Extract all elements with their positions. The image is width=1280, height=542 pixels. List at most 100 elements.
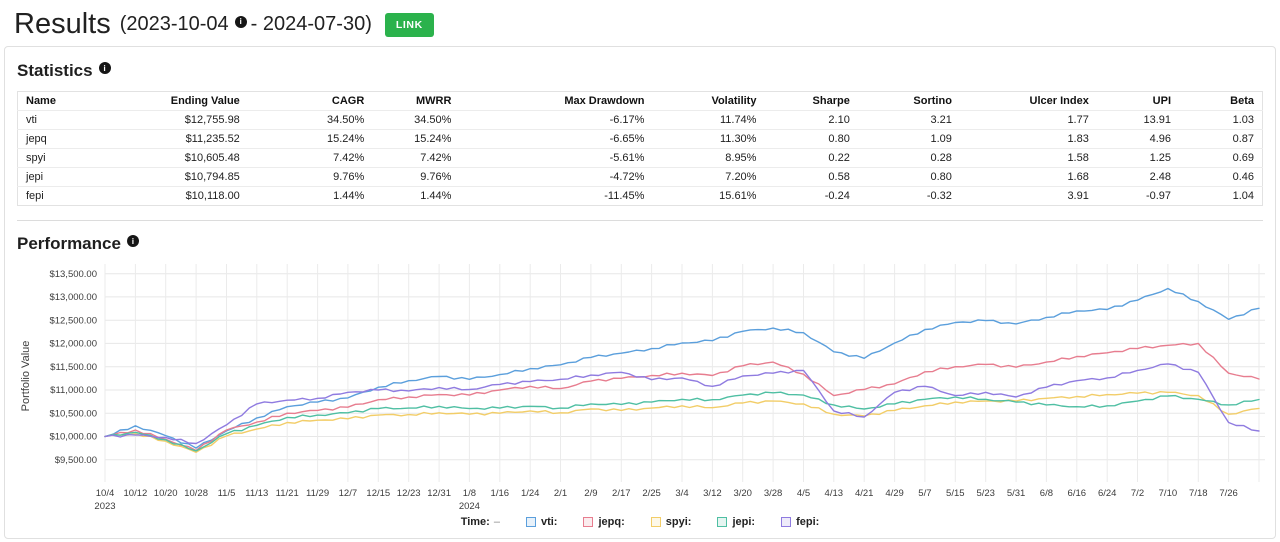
x-tick-label: 12/15	[366, 488, 390, 499]
legend-swatch	[650, 517, 661, 527]
x-tick-label: 7/26	[1219, 488, 1238, 499]
table-header-row: Name Ending Value CAGR MWRR Max Drawdown Vola…	[17, 91, 1263, 111]
statistics-title: Statistics i	[17, 61, 1263, 81]
x-tick-label: 1/16	[491, 488, 510, 499]
ticker-cell: jepi	[17, 167, 118, 187]
stat-cell: -6.65%	[459, 129, 653, 149]
table-row: vti $12,755.98 34.50% 34.50% -6.17% 11.74% 2.1…	[17, 110, 1263, 130]
legend-time-value: –	[493, 516, 500, 528]
x-tick-label: 7/10	[1159, 488, 1178, 499]
stat-cell: $11,235.52	[117, 129, 248, 149]
x-tick-label: 1/24	[521, 488, 540, 499]
y-axis-label: Portfolio Value	[20, 341, 32, 412]
stat-cell: 11.74%	[652, 110, 765, 130]
y-tick-label: $13,000.00	[49, 292, 97, 303]
column-header: CAGR	[247, 91, 373, 111]
x-tick-label: 12/31	[427, 488, 451, 499]
section-divider	[17, 220, 1263, 221]
stat-cell: 1.58	[959, 148, 1097, 168]
column-header: Name	[17, 91, 118, 111]
stat-cell: 0.69	[1179, 148, 1263, 168]
stat-cell: 9.76%	[372, 167, 460, 187]
y-tick-label: $10,500.00	[49, 408, 97, 419]
stat-cell: 7.20%	[652, 167, 765, 187]
stat-cell: -4.72%	[459, 167, 653, 187]
legend-item-jepi[interactable]: jepi:	[717, 516, 755, 528]
table-row: jepi $10,794.85 9.76% 9.76% -4.72% 7.20% 0.58 0…	[17, 167, 1263, 187]
legend-label: spyi:	[665, 516, 692, 528]
x-tick-label: 2/17	[612, 488, 631, 499]
stat-cell: 3.91	[1067, 190, 1089, 202]
date-range: (2023-10-04 i - 2024-07-30)	[120, 13, 372, 36]
legend-label: vti:	[540, 516, 558, 528]
series-line-jepq	[104, 342, 1260, 452]
x-tick-label: 10/28	[184, 488, 208, 499]
chart-svg[interactable]: $13,500.00 $13,000.00 $12,500.00 $12,000.00…	[17, 264, 1269, 514]
x-tick-label: 12/23	[397, 488, 421, 499]
stat-cell: -6.17%	[459, 110, 653, 130]
info-icon[interactable]: i	[126, 235, 139, 247]
results-card: Statistics i Name Ending Value CAGR MWRR Max …	[4, 46, 1276, 539]
series-line-vti	[104, 287, 1260, 449]
legend-time: Time: –	[461, 516, 500, 528]
page-title: Results (2023-10-04 i - 2024-07-30) LINK	[14, 8, 434, 41]
x-tick-label: 2/1	[554, 488, 567, 499]
legend-item-jepq[interactable]: jepq:	[583, 516, 625, 528]
legend-time-label: Time:	[460, 516, 490, 528]
legend-swatch	[583, 517, 594, 527]
column-header: Volatility	[652, 91, 765, 111]
stat-cell: 0.58	[764, 167, 858, 187]
performance-chart[interactable]: $13,500.00 $13,000.00 $12,500.00 $12,000.00…	[17, 264, 1265, 514]
stat-cell: 7.42%	[247, 148, 373, 168]
statistics-section: Statistics i Name Ending Value CAGR MWRR Max …	[17, 61, 1263, 206]
ticker-cell: vti	[17, 110, 118, 130]
stat-cell: 2.48	[1096, 167, 1180, 187]
table-row: spyi $10,605.48 7.42% 7.42% -5.61% 8.95% 0.22 0…	[17, 148, 1263, 168]
stat-cell: $10,794.85	[117, 167, 248, 187]
column-header: MWRR	[372, 91, 460, 111]
x-tick-label: 10/12	[124, 488, 148, 499]
y-tick-label: $12,500.00	[49, 315, 97, 326]
stat-cell: 2.10	[764, 110, 858, 130]
stat-cell: 7.42%	[372, 148, 460, 168]
x-tick-label: 3/12	[703, 488, 722, 499]
legend-item-spyi[interactable]: spyi:	[650, 516, 692, 528]
x-year-label: 2024	[459, 501, 480, 512]
info-icon[interactable]: i	[234, 15, 247, 28]
date-start: (2023-10-04	[119, 13, 229, 35]
x-tick-label: 11/13	[245, 488, 268, 499]
stat-cell: 15.24%	[247, 129, 373, 149]
column-header: Max Drawdown	[459, 91, 653, 111]
stat-cell: 1.44%	[333, 190, 365, 202]
x-tick-label: 6/24	[1098, 488, 1117, 499]
stat-cell: -0.32	[926, 190, 952, 202]
stat-cell: $10,605.48	[117, 148, 248, 168]
legend-label: jepq:	[598, 516, 625, 528]
link-button[interactable]: LINK	[384, 12, 434, 37]
series-line-spyi	[104, 390, 1260, 454]
ticker-cell: fepi	[26, 190, 44, 202]
stat-cell: 0.46	[1179, 167, 1263, 187]
x-tick-label: 4/5	[797, 488, 810, 499]
stat-cell: 1.44%	[420, 190, 452, 202]
stat-cell: 1.77	[959, 110, 1097, 130]
stat-cell: 8.95%	[652, 148, 765, 168]
table-row: jepq $11,235.52 15.24% 15.24% -6.65% 11.30% 0.…	[17, 129, 1263, 149]
info-icon[interactable]: i	[98, 62, 111, 74]
stat-cell: 3.21	[857, 110, 960, 130]
x-year-label: 2023	[94, 501, 115, 512]
column-header: Ulcer Index	[959, 91, 1097, 111]
stat-cell: 15.61%	[719, 190, 757, 202]
stat-cell: $10,118.00	[185, 190, 240, 202]
x-tick-label: 3/4	[675, 488, 688, 499]
legend-swatch	[525, 517, 536, 527]
legend-item-fepi[interactable]: fepi:	[781, 516, 819, 528]
stat-cell: 34.50%	[247, 110, 373, 130]
series-line-fepi	[104, 363, 1260, 445]
stat-cell: 11.30%	[652, 129, 765, 149]
legend-item-vti[interactable]: vti:	[525, 516, 558, 528]
stat-cell: 15.24%	[372, 129, 460, 149]
x-tick-label: 3/28	[764, 488, 783, 499]
stat-cell: -0.24	[824, 190, 850, 202]
performance-section: Performance i $13,500.00 $13,000.00 $12,500…	[17, 234, 1265, 528]
